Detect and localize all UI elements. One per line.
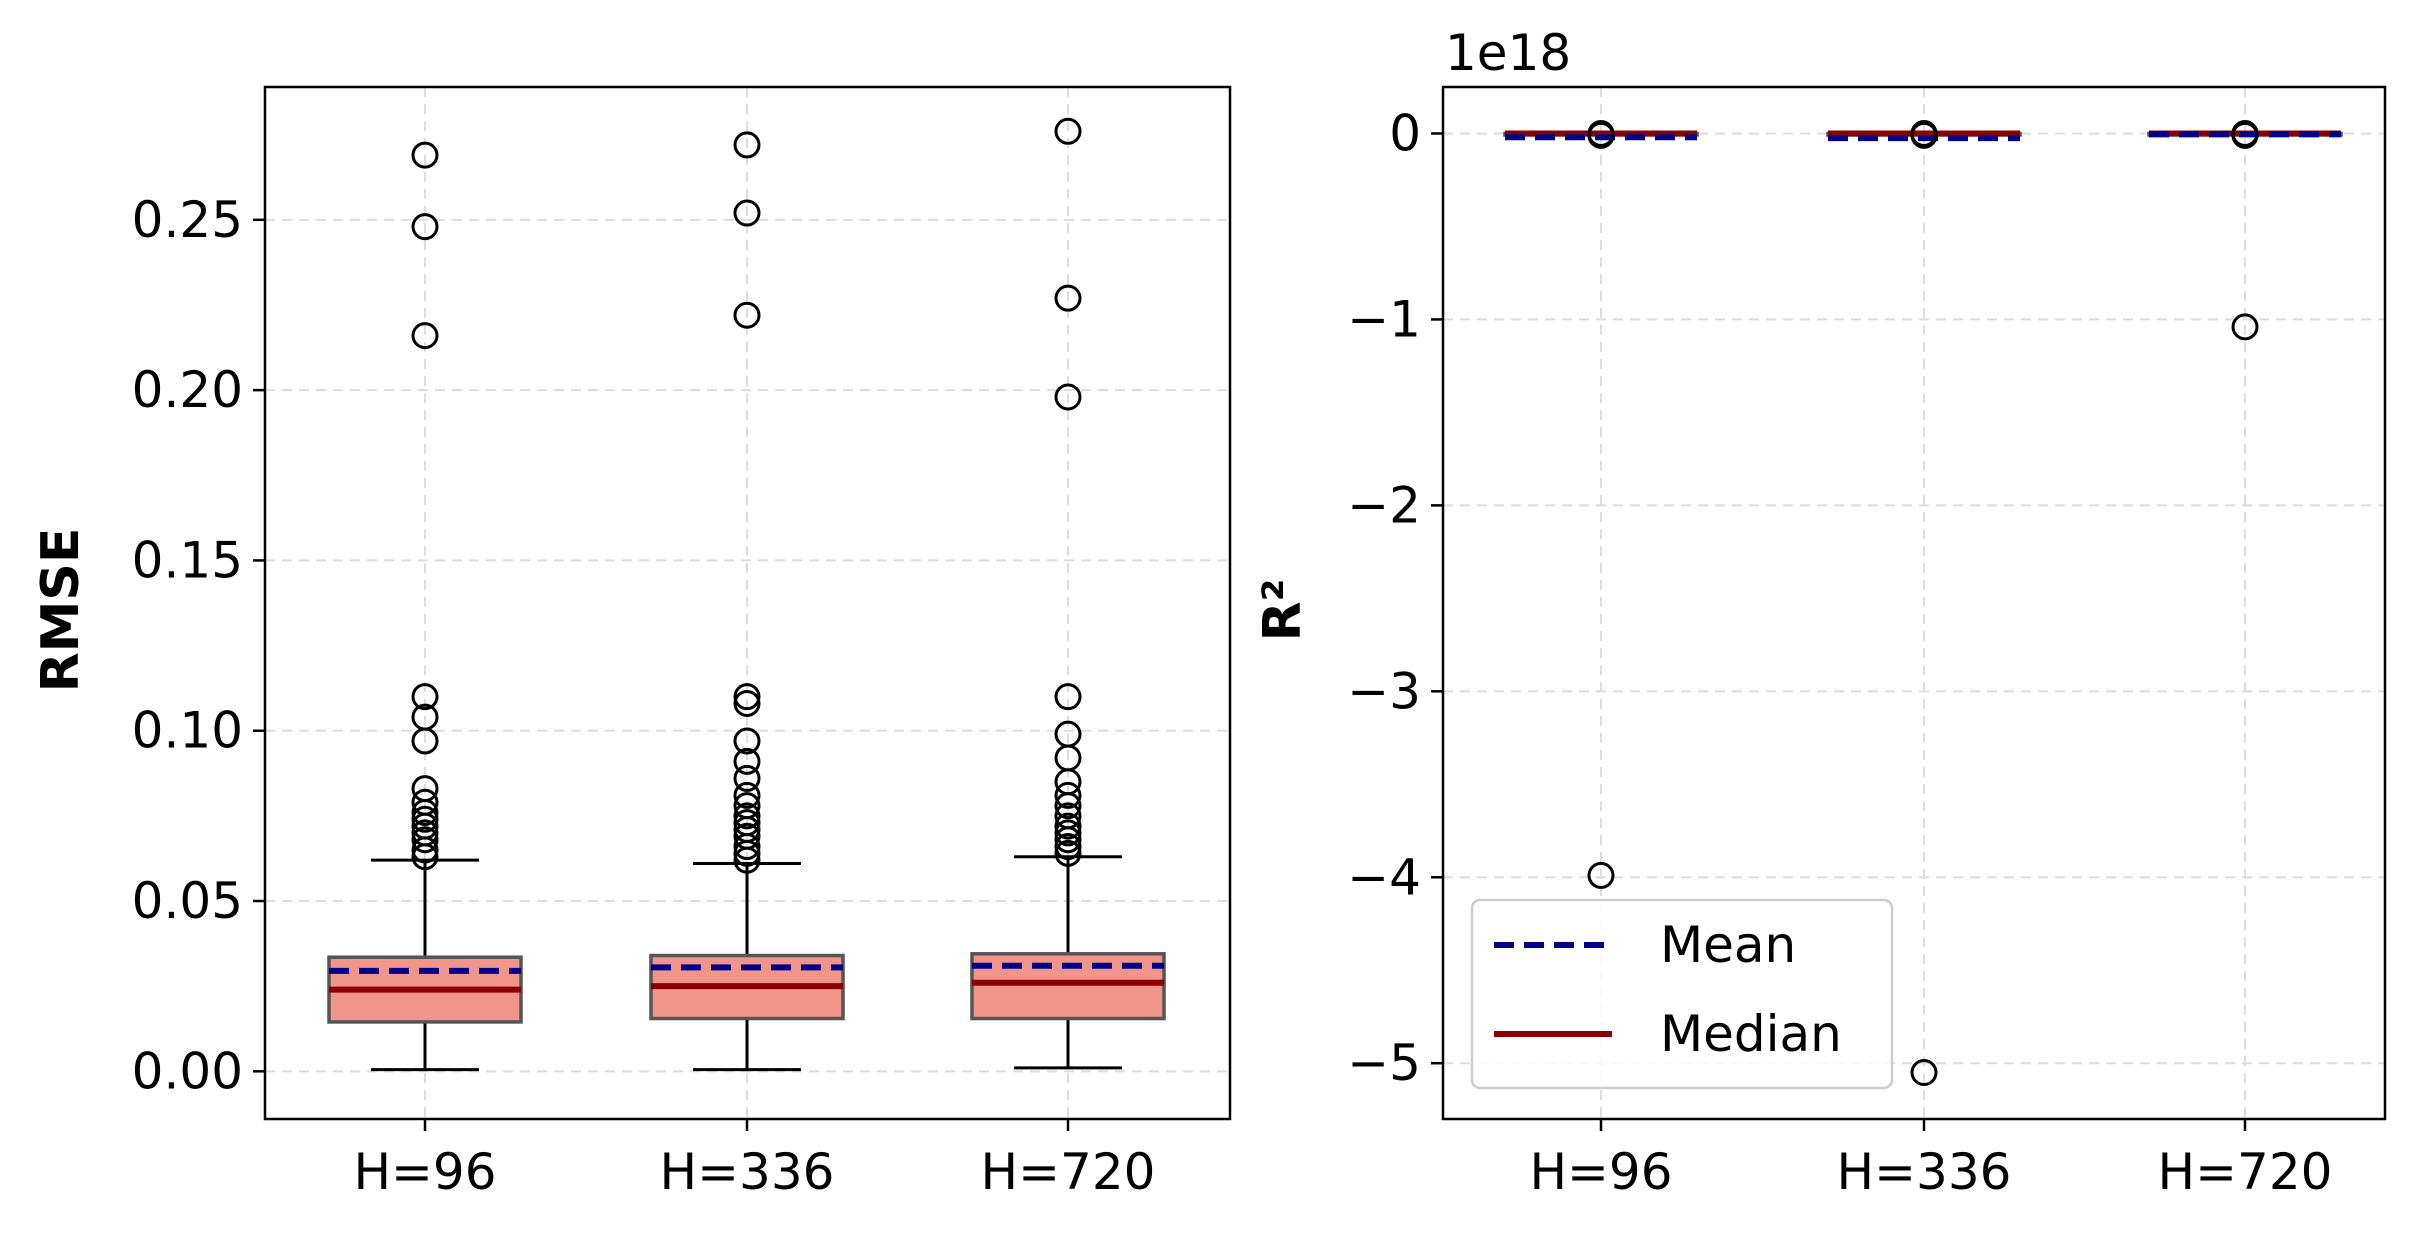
legend-mean-label: Mean	[1660, 916, 1796, 974]
rmse-outlier-point	[733, 802, 761, 830]
r2-x-tick-label: H=720	[2158, 1143, 2333, 1201]
r2-panel: 0 −1 −2 −3 −4 −5 H=96 H=336 H=720 1e18 R² Mean …	[1253, 24, 2387, 1201]
r2-outlier-point	[1587, 121, 1615, 149]
r2-outlier-point	[2231, 313, 2259, 341]
rmse-outlier-point	[411, 703, 439, 731]
legend: Mean Median	[1470, 898, 1894, 1090]
rmse-outlier-point	[733, 689, 761, 717]
legend-median-label: Median	[1660, 1005, 1842, 1063]
r2-y-tick-label: −5	[1347, 1034, 1421, 1092]
rmse-outlier-point	[733, 727, 761, 755]
rmse-y-tick-label: 0.00	[132, 1042, 243, 1100]
rmse-outlier-point	[1054, 117, 1082, 145]
r2-outlier-point	[1587, 861, 1615, 889]
r2-box-group	[1503, 119, 1699, 889]
r2-y-tick-label: −4	[1347, 848, 1421, 906]
r2-y-ticks: 0 −1 −2 −3 −4 −5	[1347, 104, 1443, 1092]
r2-y-axis-label: R²	[1253, 579, 1313, 642]
rmse-outlier-point	[411, 826, 439, 854]
rmse-outlier-point	[411, 141, 439, 169]
rmse-outlier-point	[1054, 383, 1082, 411]
r2-box-group	[1826, 119, 2022, 1087]
rmse-outlier-point	[411, 322, 439, 350]
rmse-y-tick-label: 0.10	[132, 702, 243, 760]
rmse-outlier-point	[733, 792, 761, 820]
r2-x-tick-label: H=96	[1529, 1143, 1672, 1201]
rmse-outlier-point	[733, 781, 761, 809]
rmse-outlier-point	[1054, 284, 1082, 312]
rmse-panel: 0.000.050.100.150.200.25 H=96 H=336 H=720 …	[31, 85, 1232, 1201]
rmse-outlier-point	[1054, 812, 1082, 840]
rmse-outlier-point	[1054, 839, 1082, 867]
rmse-outlier-point	[411, 819, 439, 847]
rmse-outlier-point	[1054, 720, 1082, 748]
rmse-x-tick-label: H=720	[981, 1143, 1156, 1201]
rmse-outlier-point	[1054, 833, 1082, 861]
rmse-y-tick-label: 0.15	[132, 531, 243, 589]
r2-axes-frame	[1441, 85, 2387, 1121]
rmse-y-axis-label: RMSE	[31, 528, 91, 693]
r2-outlier-point	[1910, 1059, 1938, 1087]
r2-y-tick-label: −3	[1347, 662, 1421, 720]
legend-frame	[1470, 898, 1894, 1090]
rmse-outlier-point	[733, 683, 761, 711]
rmse-outlier-point	[733, 764, 761, 792]
rmse-outlier-point	[1054, 683, 1082, 711]
r2-y-tick-label: −2	[1347, 476, 1421, 534]
rmse-outlier-point	[1054, 802, 1082, 830]
r2-outlier-point	[2231, 121, 2259, 149]
rmse-y-ticks: 0.00 0.05 0.10 0.15 0.20 0.25	[132, 191, 265, 1100]
rmse-box-group	[970, 117, 1166, 1070]
rmse-outlier-point	[733, 822, 761, 850]
rmse-x-ticks: H=96 H=336 H=720	[353, 1119, 1155, 1201]
rmse-y-tick-label: 0.05	[132, 872, 243, 930]
rmse-y-tick-label: 0.25	[132, 191, 243, 249]
rmse-outlier-point	[411, 213, 439, 241]
rmse-outlier-point	[411, 788, 439, 816]
rmse-box-group	[649, 131, 845, 1072]
rmse-outlier-point	[411, 805, 439, 833]
rmse-outlier-point	[733, 131, 761, 159]
rmse-y-tick-label: 0.20	[132, 361, 243, 419]
rmse-outlier-point	[733, 199, 761, 227]
rmse-x-tick-label: H=336	[660, 1143, 835, 1201]
rmse-x-tick-label: H=96	[353, 1143, 496, 1201]
rmse-outlier-point	[1054, 819, 1082, 847]
r2-y-tick-label: −1	[1347, 290, 1421, 348]
rmse-boxes	[327, 117, 1166, 1072]
r2-outlier-point	[1910, 121, 1938, 149]
rmse-outlier-point	[411, 683, 439, 711]
rmse-outlier-point	[733, 809, 761, 837]
rmse-outlier-point	[1054, 781, 1082, 809]
r2-box-group	[2147, 119, 2343, 341]
r2-x-ticks: H=96 H=336 H=720	[1529, 1119, 2332, 1201]
r2-y-tick-label: 0	[1389, 104, 1421, 162]
rmse-box-group	[327, 141, 523, 1072]
rmse-outlier-point	[411, 775, 439, 803]
rmse-outlier-point	[733, 301, 761, 329]
r2-x-tick-label: H=336	[1837, 1143, 2012, 1201]
r2-offset-text: 1e18	[1445, 24, 1571, 82]
rmse-outlier-point	[733, 747, 761, 775]
r2-boxes	[1503, 119, 2343, 1087]
